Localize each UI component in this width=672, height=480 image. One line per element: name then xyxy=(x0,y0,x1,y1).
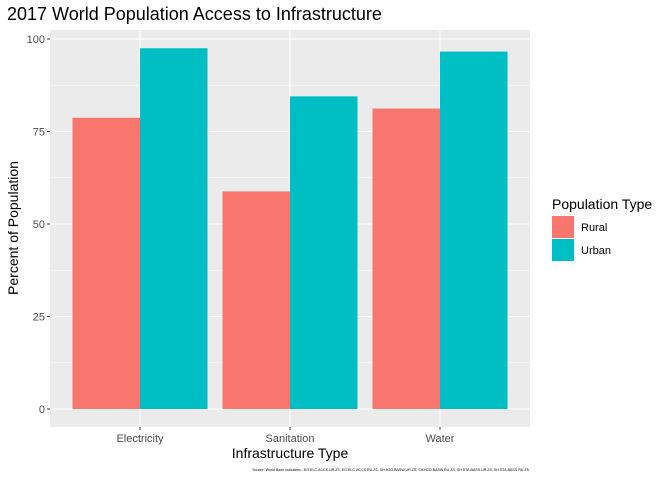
bar-rural xyxy=(372,108,440,409)
legend-title: Population Type xyxy=(552,196,652,212)
y-tick-label: 100 xyxy=(27,34,45,46)
y-axis: 0 25 50 75 100 xyxy=(27,34,50,416)
y-tick-label: 75 xyxy=(33,127,45,139)
bar-urban xyxy=(290,96,358,409)
x-tick-label: Water xyxy=(426,433,455,445)
legend: Population Type Rural Urban xyxy=(552,196,652,261)
legend-key-rural xyxy=(552,216,574,238)
x-axis-label: Infrastructure Type xyxy=(232,445,349,461)
bars-group xyxy=(72,48,508,410)
bar-urban xyxy=(140,48,208,409)
legend-label: Urban xyxy=(581,245,611,257)
source-caption: Source: World Bank Indicators - EG.ELC.A… xyxy=(252,468,529,472)
y-axis-label: Percent of Population xyxy=(5,161,21,295)
chart-title: 2017 World Population Access to Infrastr… xyxy=(7,4,382,24)
bar-urban xyxy=(440,51,508,410)
y-tick-label: 50 xyxy=(33,219,45,231)
bar-rural xyxy=(72,117,140,409)
x-axis: Electricity Sanitation Water xyxy=(116,427,455,445)
legend-label: Rural xyxy=(581,222,607,234)
x-tick-label: Electricity xyxy=(116,433,164,445)
legend-key-urban xyxy=(552,239,574,261)
y-tick-label: 0 xyxy=(39,404,45,416)
x-tick-label: Sanitation xyxy=(266,433,315,445)
y-tick-label: 25 xyxy=(33,312,45,324)
bar-rural xyxy=(222,191,290,409)
